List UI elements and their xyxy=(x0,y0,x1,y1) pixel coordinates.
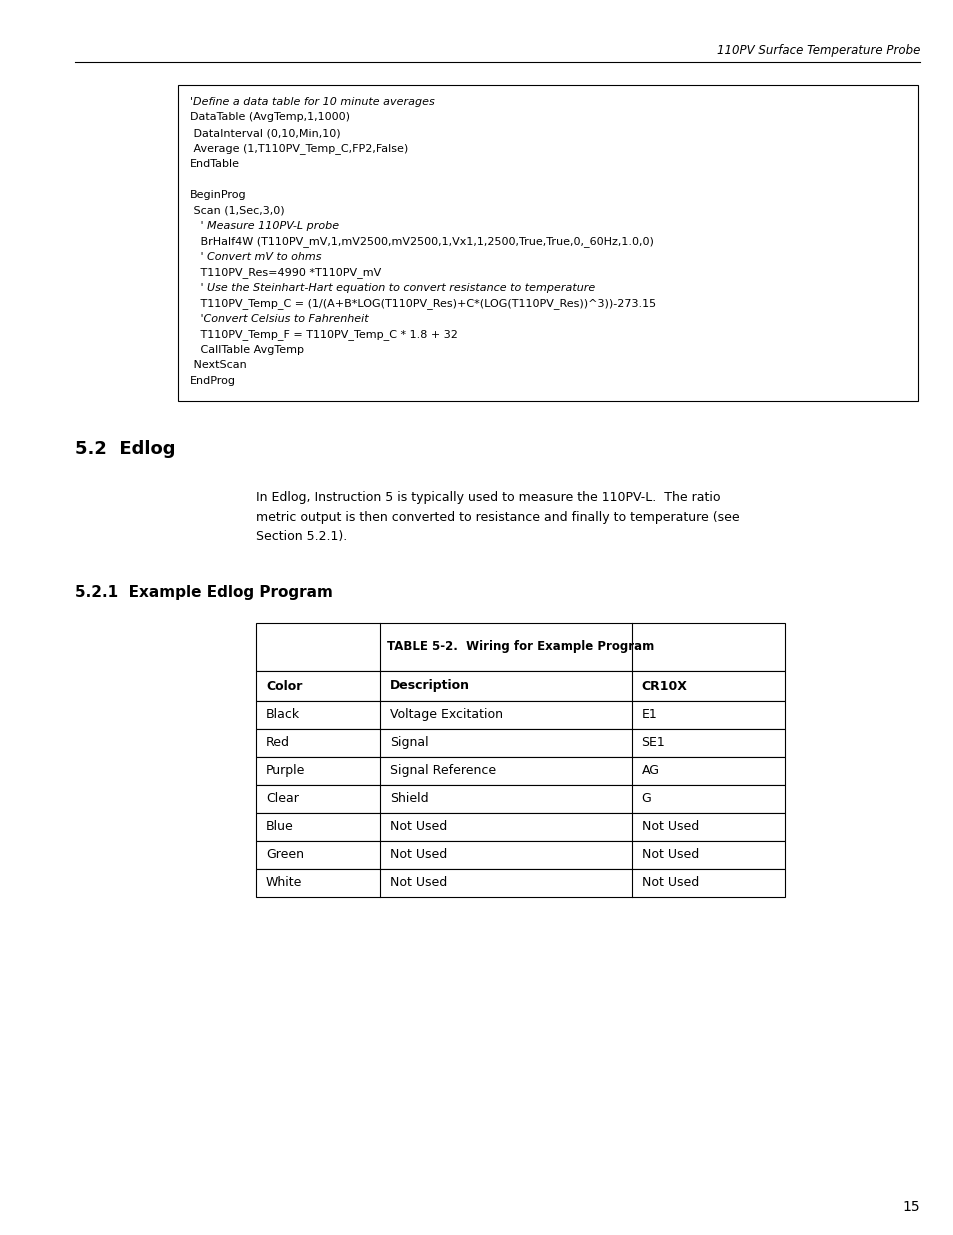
Text: Signal: Signal xyxy=(390,736,429,750)
Text: Shield: Shield xyxy=(390,793,429,805)
Text: E1: E1 xyxy=(641,709,657,721)
Bar xyxy=(255,785,784,813)
Text: 15: 15 xyxy=(902,1200,919,1214)
Text: AG: AG xyxy=(641,764,659,778)
Bar xyxy=(255,729,784,757)
Text: T110PV_Res=4990 *T110PV_mV: T110PV_Res=4990 *T110PV_mV xyxy=(190,268,381,278)
Bar xyxy=(255,757,784,785)
Bar xyxy=(255,701,784,729)
Text: Scan (1,Sec,3,0): Scan (1,Sec,3,0) xyxy=(190,205,284,215)
Text: Not Used: Not Used xyxy=(641,877,699,889)
Bar xyxy=(255,841,784,869)
Text: DataTable (AvgTemp,1,1000): DataTable (AvgTemp,1,1000) xyxy=(190,112,350,122)
Text: Not Used: Not Used xyxy=(641,848,699,862)
Text: Color: Color xyxy=(266,679,302,693)
Text: Average (1,T110PV_Temp_C,FP2,False): Average (1,T110PV_Temp_C,FP2,False) xyxy=(190,143,408,154)
Text: 'Convert Celsius to Fahrenheit: 'Convert Celsius to Fahrenheit xyxy=(190,314,368,324)
Text: Section 5.2.1).: Section 5.2.1). xyxy=(255,531,347,543)
Text: CallTable AvgTemp: CallTable AvgTemp xyxy=(190,345,304,354)
Text: EndProg: EndProg xyxy=(190,375,235,387)
Bar xyxy=(255,671,784,701)
Text: Not Used: Not Used xyxy=(641,820,699,834)
Text: T110PV_Temp_F = T110PV_Temp_C * 1.8 + 32: T110PV_Temp_F = T110PV_Temp_C * 1.8 + 32 xyxy=(190,330,457,341)
Text: 5.2  Edlog: 5.2 Edlog xyxy=(75,440,175,457)
Text: metric output is then converted to resistance and finally to temperature (see: metric output is then converted to resis… xyxy=(255,511,739,524)
Text: White: White xyxy=(266,877,302,889)
Text: Voltage Excitation: Voltage Excitation xyxy=(390,709,503,721)
Bar xyxy=(255,869,784,897)
Text: Not Used: Not Used xyxy=(390,820,447,834)
Text: Green: Green xyxy=(266,848,304,862)
Text: CR10X: CR10X xyxy=(641,679,687,693)
Text: Not Used: Not Used xyxy=(390,848,447,862)
Text: Blue: Blue xyxy=(266,820,294,834)
Text: ' Measure 110PV-L probe: ' Measure 110PV-L probe xyxy=(190,221,338,231)
Text: NextScan: NextScan xyxy=(190,361,247,370)
Text: 'Define a data table for 10 minute averages: 'Define a data table for 10 minute avera… xyxy=(190,98,435,107)
Text: G: G xyxy=(641,793,651,805)
Text: SE1: SE1 xyxy=(641,736,664,750)
Bar xyxy=(255,622,784,671)
Text: 110PV Surface Temperature Probe: 110PV Surface Temperature Probe xyxy=(716,44,919,57)
Text: Red: Red xyxy=(266,736,290,750)
Text: ' Use the Steinhart-Hart equation to convert resistance to temperature: ' Use the Steinhart-Hart equation to con… xyxy=(190,283,595,293)
Bar xyxy=(178,85,917,401)
Bar xyxy=(255,813,784,841)
Text: Black: Black xyxy=(266,709,300,721)
Text: Purple: Purple xyxy=(266,764,305,778)
Text: Signal Reference: Signal Reference xyxy=(390,764,496,778)
Text: EndTable: EndTable xyxy=(190,159,240,169)
Text: DataInterval (0,10,Min,10): DataInterval (0,10,Min,10) xyxy=(190,128,340,138)
Text: BrHalf4W (T110PV_mV,1,mV2500,mV2500,1,Vx1,1,2500,True,True,0,_60Hz,1.0,0): BrHalf4W (T110PV_mV,1,mV2500,mV2500,1,Vx… xyxy=(190,236,653,247)
Text: Clear: Clear xyxy=(266,793,298,805)
Text: Not Used: Not Used xyxy=(390,877,447,889)
Text: TABLE 5-2.  Wiring for Example Program: TABLE 5-2. Wiring for Example Program xyxy=(387,641,654,653)
Text: In Edlog, Instruction 5 is typically used to measure the 110PV-L.  The ratio: In Edlog, Instruction 5 is typically use… xyxy=(255,492,720,505)
Text: 5.2.1  Example Edlog Program: 5.2.1 Example Edlog Program xyxy=(75,585,333,600)
Text: Description: Description xyxy=(390,679,470,693)
Text: BeginProg: BeginProg xyxy=(190,190,247,200)
Text: T110PV_Temp_C = (1/(A+B*LOG(T110PV_Res)+C*(LOG(T110PV_Res))^3))-273.15: T110PV_Temp_C = (1/(A+B*LOG(T110PV_Res)+… xyxy=(190,299,656,310)
Text: ' Convert mV to ohms: ' Convert mV to ohms xyxy=(190,252,321,262)
